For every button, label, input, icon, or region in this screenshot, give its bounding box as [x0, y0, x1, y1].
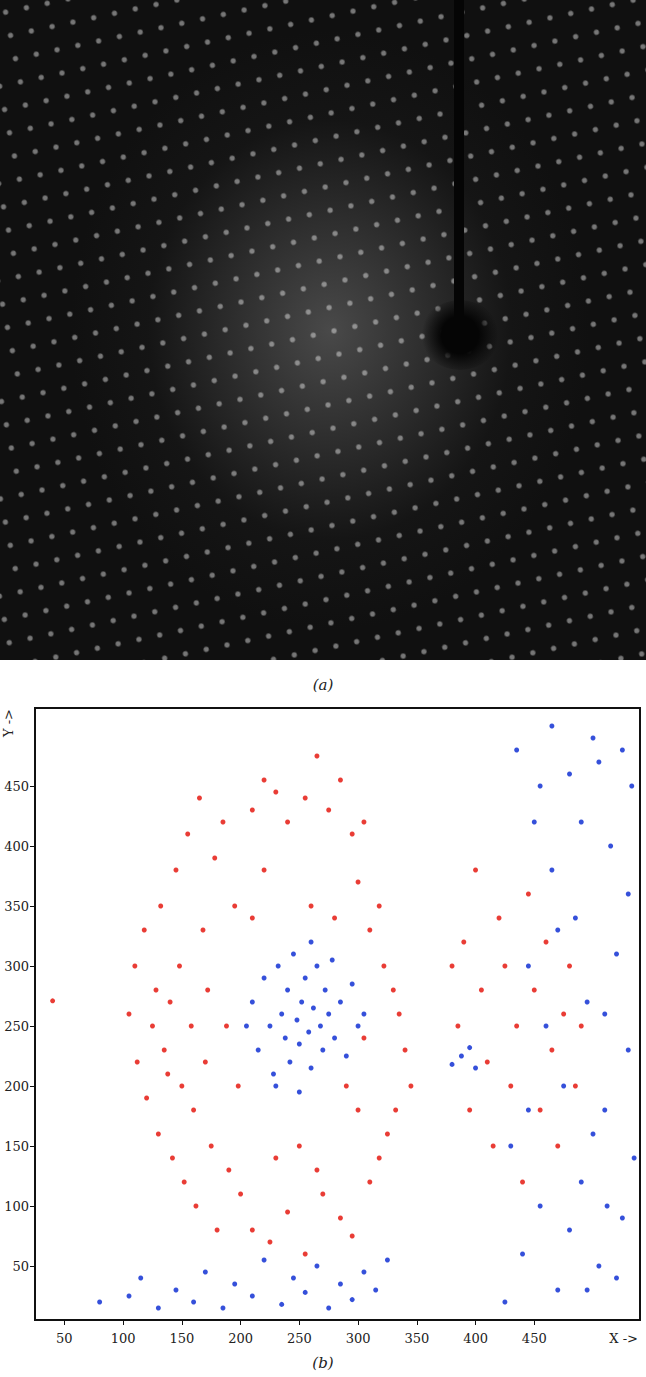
svg-text:150: 150 — [4, 1139, 29, 1154]
svg-text:400: 400 — [463, 1331, 488, 1346]
svg-text:250: 250 — [287, 1331, 312, 1346]
svg-text:300: 300 — [346, 1331, 371, 1346]
svg-text:50: 50 — [56, 1331, 73, 1346]
svg-text:200: 200 — [228, 1331, 253, 1346]
svg-text:350: 350 — [404, 1331, 429, 1346]
svg-text:Y ->: Y -> — [1, 709, 16, 738]
svg-text:200: 200 — [4, 1079, 29, 1094]
svg-text:450: 450 — [4, 779, 29, 794]
svg-text:450: 450 — [522, 1331, 547, 1346]
svg-text:400: 400 — [4, 839, 29, 854]
svg-text:50: 50 — [12, 1259, 29, 1274]
svg-text:100: 100 — [4, 1199, 29, 1214]
html-text:(a): (a) — [312, 676, 334, 694]
svg-text:150: 150 — [169, 1331, 194, 1346]
svg-text:(b): (b) — [312, 1354, 333, 1372]
svg-text:250: 250 — [4, 1019, 29, 1034]
svg-text:X ->: X -> — [609, 1331, 638, 1346]
svg-text:350: 350 — [4, 899, 29, 914]
svg-text:300: 300 — [4, 959, 29, 974]
svg-text:100: 100 — [111, 1331, 136, 1346]
